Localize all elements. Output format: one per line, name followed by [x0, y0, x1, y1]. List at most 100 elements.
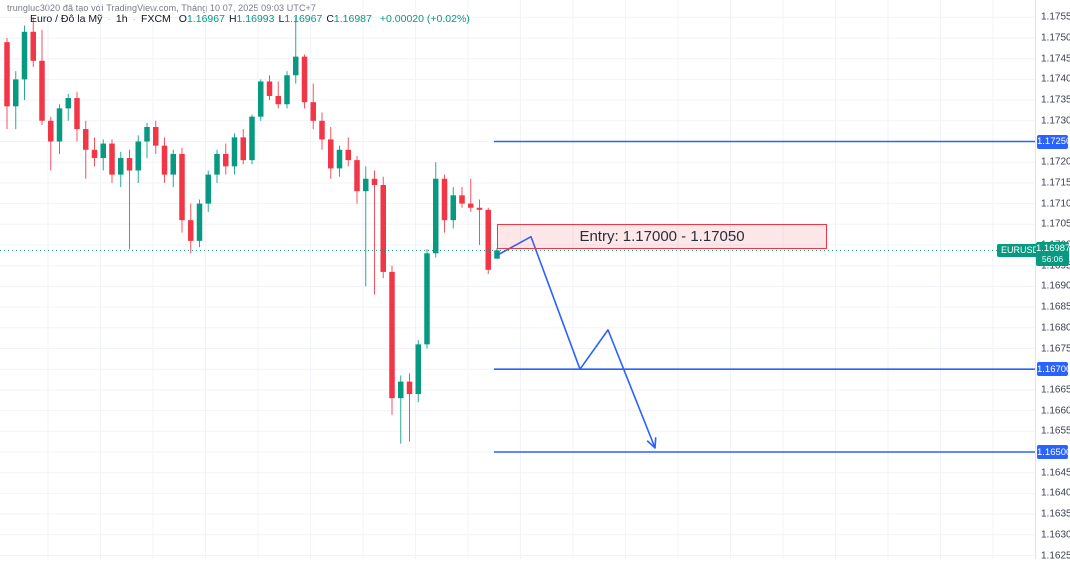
- symbol-chip: EURUSD: [997, 244, 1044, 257]
- candle-body: [74, 98, 80, 130]
- candle-body: [468, 203, 474, 208]
- interval-label[interactable]: 1h: [115, 13, 128, 25]
- candle-body: [284, 75, 290, 105]
- price-axis-label: 1.16750: [1041, 343, 1070, 354]
- candle-body: [441, 178, 448, 221]
- candle-body: [328, 139, 334, 169]
- candle-body: [485, 209, 491, 270]
- candle-body: [415, 344, 421, 395]
- price-axis-label: 1.17050: [1041, 218, 1070, 230]
- candle-body: [4, 42, 10, 107]
- exchange-label: FXCM: [141, 13, 171, 25]
- candle-body: [249, 116, 255, 161]
- price-axis-label: 1.16350: [1041, 508, 1070, 520]
- candle-body: [161, 145, 168, 175]
- candle-body: [301, 56, 308, 103]
- candle-body: [196, 203, 203, 241]
- chart-canvas[interactable]: [0, 0, 1035, 559]
- candle-body: [363, 178, 369, 192]
- symbol-name[interactable]: Euro / Đô la Mỹ: [30, 13, 103, 25]
- candle-body: [188, 220, 194, 241]
- candle-body: [56, 108, 63, 142]
- candle-body: [109, 143, 115, 175]
- candle-body: [450, 195, 456, 221]
- legend-separator: ·: [107, 13, 111, 25]
- trend-arrow-line[interactable]: [496, 235, 656, 449]
- candle-body: [336, 149, 343, 169]
- price-axis[interactable]: 1.17550 1.17500 1.17450 1.17400 1.17350 1.173…: [1035, 0, 1070, 561]
- price-axis-level-badge: 1.16500: [1037, 445, 1070, 459]
- candle-body: [371, 178, 378, 185]
- current-price-badge: 1.16987 56:06: [1036, 242, 1070, 266]
- candle-body: [275, 95, 281, 105]
- candle-body: [433, 178, 439, 254]
- price-axis-label: 1.16400: [1041, 487, 1070, 499]
- change-value: +0.00020 (+0.02%): [379, 13, 470, 25]
- candle-body: [118, 158, 124, 175]
- candle-body: [65, 98, 71, 109]
- current-price-value: 1.16987: [1036, 243, 1070, 254]
- price-axis-label: 1.17100: [1041, 198, 1070, 210]
- price-axis-label: 1.17150: [1041, 177, 1070, 189]
- candle-body: [398, 381, 404, 399]
- candle-body: [223, 153, 229, 167]
- price-axis-label: 1.17450: [1041, 53, 1070, 65]
- price-axis-label: 1.17300: [1041, 115, 1070, 127]
- candle-body: [380, 184, 386, 272]
- price-axis-label: 1.16250: [1041, 550, 1070, 561]
- price-axis-label: 1.16550: [1041, 425, 1070, 437]
- candle-body: [83, 129, 89, 150]
- price-axis-label: 1.17500: [1041, 32, 1070, 44]
- bar-countdown: 56:06: [1041, 254, 1064, 265]
- candle-body: [214, 153, 220, 175]
- candle-body: [293, 56, 299, 76]
- candle-body: [406, 381, 413, 395]
- price-axis-label: 1.16300: [1041, 529, 1070, 541]
- candle-body: [13, 79, 19, 107]
- candle-body: [39, 60, 45, 121]
- price-axis-label: 1.17350: [1041, 94, 1070, 106]
- candle-body: [170, 153, 176, 175]
- ohlc-close: C1.16987: [326, 13, 372, 25]
- candle-body: [310, 102, 316, 121]
- candle-body: [231, 137, 238, 167]
- candle-body: [266, 81, 273, 96]
- ohlc-high: H1.16993: [228, 13, 275, 25]
- ohlc-low: L1.16967: [278, 13, 323, 25]
- candle-body: [126, 158, 133, 171]
- candle-body: [354, 160, 360, 192]
- chart-legend: Euro / Đô la Mỹ · 1h · FXCM O1.16967 H1.…: [30, 13, 470, 25]
- price-axis-label: 1.17550: [1041, 11, 1070, 23]
- candle-body: [21, 31, 28, 80]
- candle-body: [476, 207, 483, 210]
- price-axis-label: 1.16800: [1041, 322, 1070, 334]
- candle-body: [459, 195, 465, 204]
- price-axis-label: 1.16950: [1041, 260, 1070, 272]
- candle-body: [144, 127, 150, 142]
- candle-body: [179, 153, 185, 221]
- price-axis-label: 1.17200: [1041, 156, 1070, 168]
- price-axis-label: 1.16850: [1041, 301, 1070, 313]
- candle-body: [153, 127, 159, 146]
- candle-body: [345, 149, 351, 161]
- candle-body: [424, 253, 430, 345]
- price-axis-level-badge: 1.16700: [1037, 362, 1070, 377]
- candle-body: [319, 120, 325, 140]
- entry-annotation[interactable]: Entry: 1.17000 - 1.17050: [497, 224, 827, 249]
- price-axis-level-badge: 1.17250: [1037, 134, 1070, 149]
- candle-body: [30, 31, 36, 61]
- candle-body: [91, 149, 98, 159]
- attribution-text: trungluc3020 đã tạo với TradingView.com,…: [7, 3, 317, 13]
- trend-arrow-head: [654, 437, 657, 449]
- candle-body: [100, 143, 106, 159]
- candle-body: [205, 174, 211, 204]
- entry-annotation-text: Entry: 1.17000 - 1.17050: [579, 228, 745, 245]
- ohlc-open: O1.16967: [178, 13, 225, 25]
- trend-arrow-head: [646, 440, 656, 449]
- candle-body: [389, 271, 395, 399]
- legend-separator: ·: [132, 13, 137, 25]
- candle-body: [48, 120, 54, 142]
- price-axis-label: 1.16900: [1041, 280, 1070, 292]
- price-axis-label: 1.16650: [1041, 384, 1070, 396]
